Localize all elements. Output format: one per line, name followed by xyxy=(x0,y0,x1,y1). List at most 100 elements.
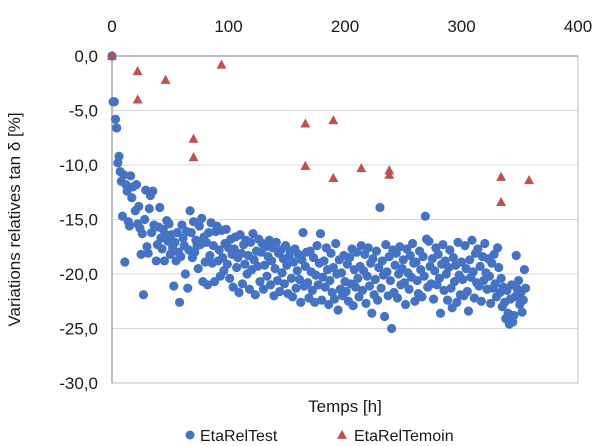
etareltest-point xyxy=(294,274,305,285)
etareltest-point xyxy=(381,239,391,250)
etareltest-point xyxy=(313,280,323,290)
etareltest-point xyxy=(169,281,179,291)
etareltest-point xyxy=(237,279,248,289)
etareltest-point xyxy=(417,292,427,302)
etareltest-point xyxy=(194,221,204,231)
points-layer xyxy=(107,50,535,334)
etareltest-point xyxy=(127,193,137,203)
etareltest-point xyxy=(151,256,161,266)
etareltest-point xyxy=(435,308,446,318)
etareltest-point xyxy=(357,285,368,295)
etareltest-point xyxy=(490,279,500,289)
y-tick-label: 0,0 xyxy=(74,47,98,66)
etareltest-point xyxy=(318,272,328,282)
etareltest-point xyxy=(480,238,490,249)
legend-label-etareltemoin: EtaRelTemoin xyxy=(354,428,454,445)
etareltest-point xyxy=(258,284,269,294)
etareltest-point xyxy=(373,295,383,305)
y-tick-label: -5,0 xyxy=(69,102,98,121)
x-tick-label: 400 xyxy=(564,17,592,36)
etareltemoin-point xyxy=(328,172,339,182)
etareltest-point xyxy=(324,299,334,310)
etareltest-point xyxy=(390,260,400,270)
etareltest-point xyxy=(468,267,478,277)
etareltest-point xyxy=(361,298,371,309)
y-tick-label: -10,0 xyxy=(59,156,98,175)
etareltest-point xyxy=(279,279,290,289)
etareltest-point xyxy=(164,219,174,229)
ticks-layer: 0,0 -5,0 -10,0 -15,0 -20,0 -25,0 -30,0 0 100 200 3… xyxy=(59,17,592,393)
etareltest-point xyxy=(439,285,449,295)
etareltest-point xyxy=(265,280,276,290)
etareltemoin-point xyxy=(300,118,311,128)
etareltemoin-point xyxy=(496,196,507,206)
etareltest-point xyxy=(270,263,280,274)
axis-layer xyxy=(111,55,578,383)
etareltest-point xyxy=(419,271,429,281)
etareltest-point xyxy=(445,245,455,255)
etareltest-point xyxy=(348,301,358,311)
etareltest-point xyxy=(136,249,146,259)
etareltest-point xyxy=(214,245,224,255)
etareltest-point xyxy=(222,259,232,269)
etareltest-point xyxy=(341,286,351,297)
etareltemoin-point xyxy=(188,152,199,162)
etareltemoin-point xyxy=(160,74,171,84)
etareltest-point xyxy=(235,230,245,240)
etareltest-point xyxy=(282,260,292,270)
etareltest-point xyxy=(428,294,439,304)
etareltest-point xyxy=(112,123,122,133)
etareltest-point xyxy=(271,237,281,247)
etareltest-point xyxy=(120,257,130,267)
etareltest-point xyxy=(312,241,322,251)
etareltest-point xyxy=(345,253,355,263)
etareltest-point xyxy=(336,268,347,278)
etareltest-point xyxy=(140,214,150,225)
etareltest-point xyxy=(461,263,471,274)
etareltest-point xyxy=(148,186,158,196)
etareltest-point xyxy=(465,255,475,265)
etareltest-point xyxy=(442,295,453,305)
etareltest-point xyxy=(493,243,503,253)
etareltest-point xyxy=(484,271,495,281)
etareltest-point xyxy=(204,227,214,238)
etareltest-point xyxy=(487,258,497,268)
etareltemoin-point xyxy=(107,50,117,60)
etareltest-point xyxy=(380,311,390,322)
etareltest-point xyxy=(177,220,187,230)
etareltest-point xyxy=(467,235,477,245)
etareltest-point xyxy=(197,213,207,224)
etareltemoin-point xyxy=(300,160,311,170)
etareltest-point xyxy=(449,277,460,287)
etareltest-point xyxy=(364,281,375,291)
etareltest-point xyxy=(117,211,128,221)
etareltest-point xyxy=(486,298,496,309)
etareltest-point xyxy=(244,284,255,294)
etareltest-point xyxy=(325,275,335,286)
etareltest-point xyxy=(420,211,430,221)
etareltest-point xyxy=(286,273,297,283)
etareltest-point xyxy=(329,294,340,304)
etareltest-point xyxy=(509,310,519,321)
etareltest-point xyxy=(119,170,129,180)
etareltemoin-point xyxy=(188,133,199,143)
etareltest-point xyxy=(287,292,298,302)
etareltest-point xyxy=(183,283,193,293)
etareltest-point xyxy=(296,297,306,307)
etareltest-point xyxy=(234,287,244,298)
etareltest-point xyxy=(275,286,285,297)
etareltest-point xyxy=(232,262,242,273)
etareltest-point xyxy=(473,244,483,254)
etareltest-point xyxy=(452,297,462,307)
etareltest-point xyxy=(264,235,274,245)
etareltest-point xyxy=(331,238,341,249)
etareltest-point xyxy=(307,285,317,295)
etareltest-point xyxy=(308,253,319,263)
etareltest-point xyxy=(399,278,410,288)
etareltest-point xyxy=(371,246,382,256)
etareltest-point xyxy=(494,262,504,273)
etareltest-point xyxy=(225,273,235,283)
etareltest-point xyxy=(218,253,228,263)
etareltest-point xyxy=(353,273,363,283)
etareltest-point xyxy=(277,268,287,278)
